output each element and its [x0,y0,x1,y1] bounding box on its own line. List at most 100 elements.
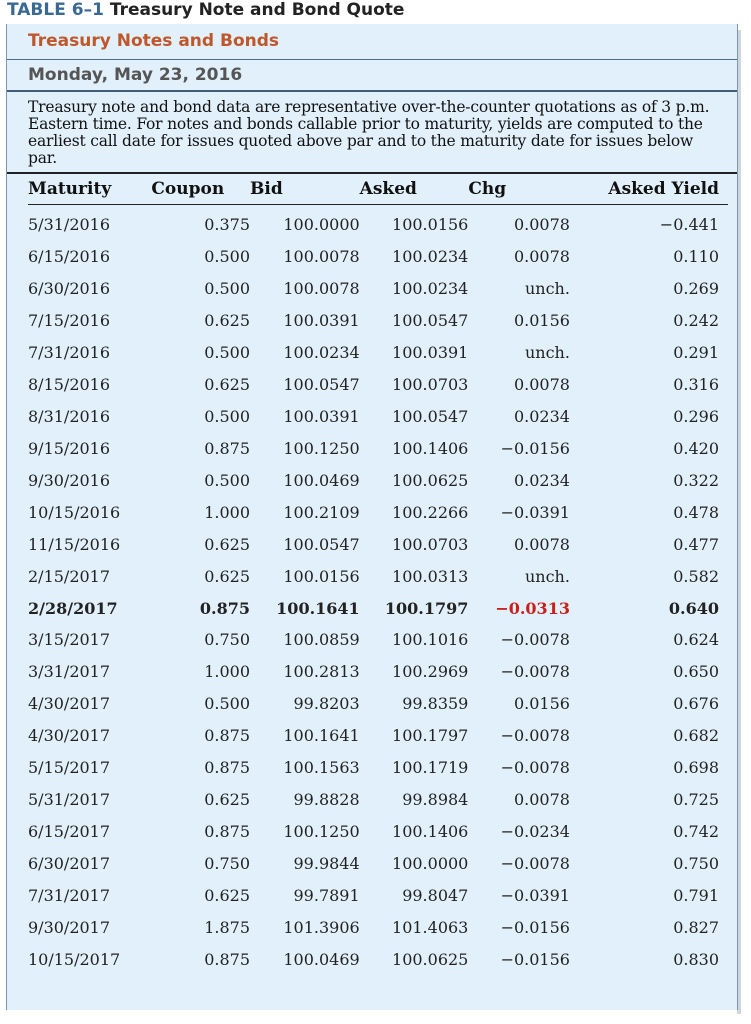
asked-cell: 101.4063 [392,917,469,937]
maturity-cell: 6/15/2017 [28,821,111,841]
bid-cell: 100.0234 [283,343,360,363]
coupon-cell: 1.875 [204,917,251,937]
bid-cell: 100.2813 [283,662,360,682]
coupon-cell: 0.500 [204,247,251,267]
asked-cell: 100.1797 [392,726,469,746]
maturity-cell: 8/31/2016 [28,406,111,426]
maturity-cell: 6/30/2016 [28,279,111,299]
asked-cell: 100.0703 [392,534,469,554]
table-row: 5/31/2017 0.625 99.8828 99.8984 0.0078 0.725 [28,784,728,816]
col-bid: Bid [250,174,360,205]
asked-cell: 100.0156 [392,215,469,235]
bid-cell: 100.0391 [283,311,360,331]
asked-yield-cell: 0.676 [673,694,719,714]
table-row: 2/28/2017 0.875 100.1641 100.1797 −0.0313 0.6… [28,592,728,624]
asked-yield-cell: −0.441 [659,215,719,235]
chg-cell: 0.0156 [513,311,570,331]
chg-cell: −0.0391 [500,885,570,905]
chg-cell: unch. [524,566,570,586]
asked-yield-cell: 0.698 [673,758,719,778]
panel-shadow [737,30,741,1014]
bid-cell: 100.1250 [283,438,360,458]
maturity-cell: 9/30/2016 [28,470,111,490]
table-row: 6/30/2016 0.500 100.0078 100.0234 unch. 0.269 [28,273,728,305]
table-row: 10/15/2017 0.875 100.0469 100.0625 −0.0156 0.… [28,943,728,975]
asked-yield-cell: 0.291 [673,343,719,363]
coupon-cell: 0.625 [204,885,251,905]
maturity-cell: 3/31/2017 [28,662,111,682]
coupon-cell: 0.875 [204,438,251,458]
maturity-cell: 6/30/2017 [28,853,111,873]
asked-cell: 100.2969 [392,662,469,682]
table-row: 9/30/2017 1.875 101.3906 101.4063 −0.0156 0.8… [28,911,728,943]
chg-cell: −0.0078 [500,662,570,682]
asked-cell: 100.0625 [392,470,469,490]
coupon-cell: 0.625 [204,311,251,331]
bid-cell: 100.1641 [283,726,360,746]
maturity-cell: 10/15/2017 [28,949,121,969]
chg-cell: 0.0234 [513,406,570,426]
bid-cell: 101.3906 [283,917,360,937]
coupon-cell: 0.625 [204,534,251,554]
quote-panel: Treasury Notes and Bonds Monday, May 23,… [6,24,738,1010]
asked-cell: 100.0703 [392,375,469,395]
asked-cell: 100.0547 [392,406,469,426]
table-row: 7/31/2017 0.625 99.7891 99.8047 −0.0391 0.791 [28,879,728,911]
asked-cell: 100.2266 [392,502,469,522]
coupon-cell: 0.875 [204,949,251,969]
asked-cell: 100.0313 [392,566,469,586]
asked-yield-cell: 0.791 [673,885,719,905]
asked-yield-cell: 0.269 [673,279,719,299]
quote-date: Monday, May 23, 2016 [7,60,737,92]
asked-yield-cell: 0.316 [673,375,719,395]
asked-cell: 100.0234 [392,279,469,299]
maturity-cell: 9/30/2017 [28,917,111,937]
bid-cell: 99.8203 [293,694,360,714]
chg-cell: −0.0391 [500,502,570,522]
coupon-cell: 0.750 [204,853,251,873]
coupon-cell: 0.625 [204,375,251,395]
coupon-cell: 0.625 [204,566,251,586]
table-row: 8/31/2016 0.500 100.0391 100.0547 0.0234 0.29… [28,401,728,433]
bid-cell: 99.7891 [293,885,360,905]
asked-yield-cell: 0.640 [668,598,719,618]
table-row: 4/30/2017 0.875 100.1641 100.1797 −0.0078 0.6… [28,720,728,752]
chg-cell: 0.0078 [513,534,570,554]
asked-yield-cell: 0.742 [673,821,719,841]
coupon-cell: 1.000 [204,662,251,682]
header-row: Maturity Coupon Bid Asked Chg Asked Yiel… [28,174,728,205]
quote-table: Maturity Coupon Bid Asked Chg Asked Yiel… [28,174,728,975]
table-row: 7/31/2016 0.500 100.0234 100.0391 unch. 0.291 [28,337,728,369]
maturity-cell: 6/15/2016 [28,247,111,267]
maturity-cell: 8/15/2016 [28,375,111,395]
col-asked: Asked [359,174,469,205]
asked-yield-cell: 0.582 [673,566,719,586]
maturity-cell: 5/31/2016 [28,215,111,235]
coupon-cell: 0.500 [204,343,251,363]
table-row: 6/15/2016 0.500 100.0078 100.0234 0.0078 0.11… [28,241,728,273]
bid-cell: 100.0859 [283,630,360,650]
coupon-cell: 0.500 [204,470,251,490]
coupon-cell: 0.875 [204,821,251,841]
asked-cell: 100.1719 [392,758,469,778]
coupon-cell: 0.875 [204,726,251,746]
bid-cell: 99.8828 [293,790,360,810]
bid-cell: 100.0078 [283,279,360,299]
bid-cell: 100.0547 [283,375,360,395]
bid-cell: 100.0078 [283,247,360,267]
chg-cell: unch. [524,279,570,299]
coupon-cell: 0.750 [204,630,251,650]
asked-cell: 100.0625 [392,949,469,969]
table-row: 6/30/2017 0.750 99.9844 100.0000 −0.0078 0.75… [28,847,728,879]
asked-yield-cell: 0.477 [673,534,719,554]
chg-cell: 0.0078 [513,247,570,267]
chg-cell: −0.0078 [500,630,570,650]
bid-cell: 100.0469 [283,949,360,969]
chg-cell: −0.0156 [500,438,570,458]
table-title: Treasury Note and Bond Quote [109,0,405,20]
asked-yield-cell: 0.750 [673,853,719,873]
coupon-cell: 0.500 [204,279,251,299]
maturity-cell: 7/31/2017 [28,885,111,905]
table-row: 5/15/2017 0.875 100.1563 100.1719 −0.0078 0.6… [28,752,728,784]
chg-cell: unch. [524,343,570,363]
